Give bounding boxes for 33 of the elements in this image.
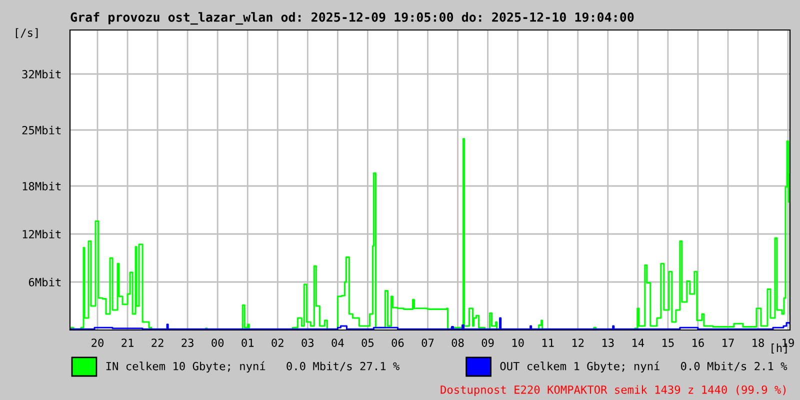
y-axis-title: [/s]: [16, 28, 38, 38]
x-tick-label: 07: [422, 338, 434, 347]
x-tick-label: 12: [572, 338, 584, 347]
x-tick-label: 00: [212, 338, 224, 347]
x-tick-label: 15: [662, 338, 674, 347]
x-tick-label: 11: [542, 338, 554, 347]
x-tick-label: 16: [692, 338, 704, 347]
x-tick-label: 17: [722, 338, 734, 347]
text: Dostupnost E220 KOMPAKTOR semik 1439 z 1440 (99.9 %): [440, 385, 786, 396]
x-tick-label: 06: [392, 338, 404, 347]
y-tick-label: 12Mbit: [22, 230, 61, 238]
x-tick-label: 05: [362, 338, 374, 347]
y-tick-label: 32Mbit: [22, 70, 61, 78]
chart-title: Graf provozu ost_lazar_wlan od: 2025-12-09 19:05:00 do: 2025-12-10 19:04:00: [70, 12, 634, 25]
x-tick-label: 04: [332, 338, 344, 347]
legend-label: IN celkem 10 Gbyte; nyní 0.0 Mbit/s 27.1 %: [106, 361, 400, 372]
x-tick-label: 14: [632, 338, 644, 347]
y-tick-label: 6Mbit: [28, 278, 61, 286]
y-tick-label: 18Mbit: [22, 182, 61, 190]
x-tick-label: 01: [242, 338, 254, 347]
legend-label: OUT celkem 1 Gbyte; nyní 0.0 Mbit/s 2.1 %: [500, 361, 788, 372]
x-tick-label: 03: [302, 338, 314, 347]
x-tick-label: 13: [602, 338, 614, 347]
y-tick-label: 25Mbit: [22, 126, 61, 134]
x-tick-label: 02: [272, 338, 284, 347]
x-tick-label: 22: [152, 338, 164, 347]
x-tick-label: 18: [752, 338, 764, 347]
x-tick-label: 23: [182, 338, 194, 347]
x-tick-label: 20: [92, 338, 104, 347]
x-tick-label: 10: [512, 338, 524, 347]
x-tick-label: 21: [122, 338, 134, 347]
x-tick-label: 08: [452, 338, 464, 347]
x-tick-label: 09: [482, 338, 494, 347]
